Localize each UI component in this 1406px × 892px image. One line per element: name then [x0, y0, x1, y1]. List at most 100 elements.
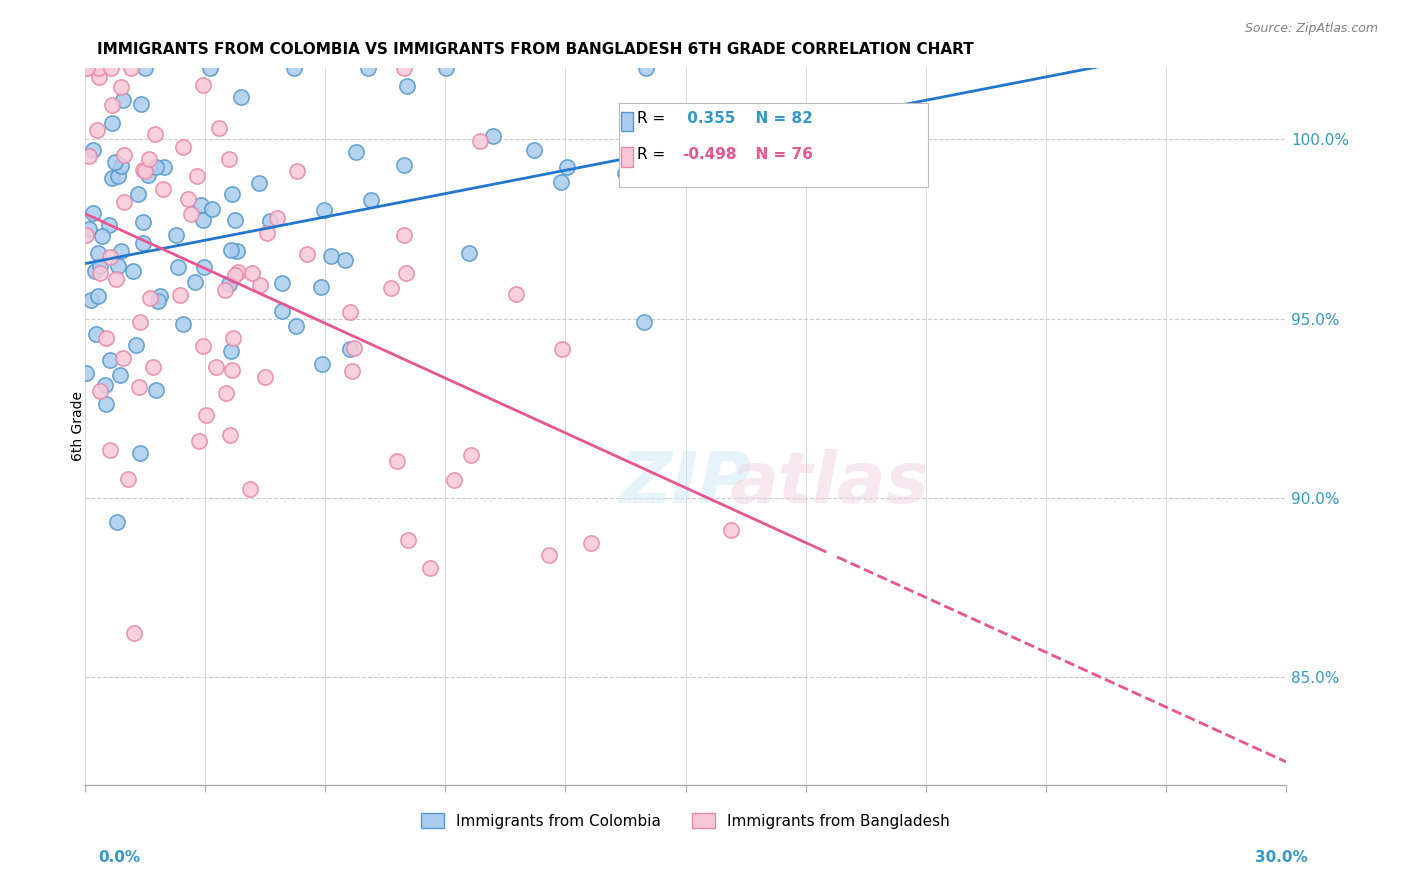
Point	[107, 169, 129, 183]
Point	[266, 211, 288, 225]
Point	[82, 206, 104, 220]
Legend: Immigrants from Colombia, Immigrants from Bangladesh: Immigrants from Colombia, Immigrants fro…	[415, 806, 956, 835]
Point	[193, 260, 215, 275]
Point	[183, 275, 205, 289]
Point	[96, 331, 118, 345]
Point	[200, 61, 222, 75]
Text: atlas: atlas	[730, 450, 929, 518]
Point	[395, 266, 418, 280]
Text: Source: ZipAtlas.com: Source: ZipAtlas.com	[1244, 22, 1378, 36]
Point	[132, 163, 155, 178]
Point	[94, 397, 117, 411]
Point	[77, 222, 100, 236]
Point	[768, 139, 790, 153]
Point	[94, 378, 117, 392]
Point	[339, 305, 361, 319]
Point	[357, 61, 380, 75]
Point	[101, 116, 124, 130]
Point	[76, 228, 98, 243]
Point	[89, 260, 111, 274]
Point	[172, 317, 194, 331]
Point	[538, 548, 561, 562]
Point	[249, 278, 271, 293]
Point	[311, 357, 333, 371]
Point	[112, 351, 135, 366]
Text: R =: R =	[637, 147, 665, 161]
Point	[108, 368, 131, 383]
Point	[188, 434, 211, 448]
Point	[231, 89, 253, 103]
Point	[396, 79, 419, 94]
Point	[112, 194, 135, 209]
Point	[321, 249, 343, 263]
Point	[145, 383, 167, 397]
Point	[138, 152, 160, 166]
Point	[176, 192, 198, 206]
Point	[134, 164, 156, 178]
Point	[222, 331, 245, 345]
Point	[380, 281, 402, 295]
Point	[134, 61, 156, 75]
Point	[132, 215, 155, 229]
Point	[112, 93, 135, 107]
Point	[148, 293, 170, 308]
Point	[555, 160, 578, 174]
Point	[153, 161, 176, 175]
Point	[208, 120, 231, 135]
Point	[201, 202, 224, 217]
Point	[87, 61, 110, 75]
Point	[190, 198, 212, 212]
Point	[434, 61, 457, 75]
Point	[107, 259, 129, 273]
Point	[396, 533, 419, 547]
Text: N = 82: N = 82	[745, 112, 813, 126]
Point	[218, 277, 240, 292]
Point	[256, 226, 278, 240]
Point	[219, 243, 242, 257]
Point	[470, 134, 492, 148]
Point	[460, 448, 482, 462]
Point	[125, 338, 148, 352]
Point	[86, 289, 108, 303]
Point	[550, 175, 572, 189]
Text: 30.0%: 30.0%	[1254, 850, 1308, 865]
Point	[149, 289, 172, 303]
Point	[193, 78, 215, 93]
Point	[224, 212, 246, 227]
Point	[505, 287, 527, 301]
Point	[152, 182, 174, 196]
Point	[110, 80, 132, 95]
Text: R =: R =	[637, 112, 665, 126]
Point	[314, 203, 336, 218]
Point	[392, 61, 415, 75]
Point	[613, 166, 636, 180]
Point	[129, 315, 152, 329]
Point	[360, 193, 382, 207]
Point	[84, 327, 107, 342]
Point	[221, 343, 243, 358]
Point	[218, 152, 240, 166]
Point	[482, 128, 505, 143]
Point	[98, 250, 121, 264]
Point	[180, 207, 202, 221]
Point	[100, 61, 122, 75]
Text: IMMIGRANTS FROM COLOMBIA VS IMMIGRANTS FROM BANGLADESH 6TH GRADE CORRELATION CHA: IMMIGRANTS FROM COLOMBIA VS IMMIGRANTS F…	[97, 42, 974, 57]
Point	[165, 227, 187, 242]
Text: ZIP: ZIP	[620, 450, 752, 518]
Point	[127, 187, 149, 202]
Point	[240, 266, 263, 280]
Point	[219, 428, 242, 442]
Point	[75, 61, 97, 75]
Point	[98, 218, 121, 232]
Point	[239, 482, 262, 496]
Point	[419, 561, 441, 575]
Point	[167, 260, 190, 275]
Point	[311, 280, 333, 294]
Point	[86, 246, 108, 260]
Point	[89, 384, 111, 398]
Point	[214, 385, 236, 400]
Point	[458, 245, 481, 260]
Point	[633, 315, 655, 329]
Point	[720, 523, 742, 537]
Point	[80, 293, 103, 307]
